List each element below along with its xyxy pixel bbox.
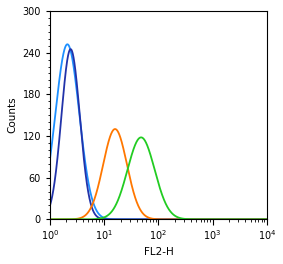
X-axis label: FL2-H: FL2-H — [143, 247, 173, 257]
Y-axis label: Counts: Counts — [7, 97, 17, 134]
